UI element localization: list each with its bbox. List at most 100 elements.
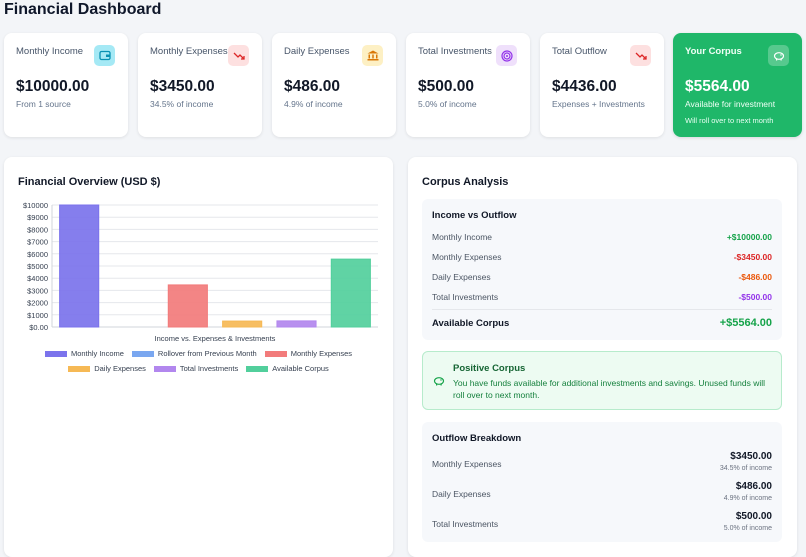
box-title: Income vs Outflow	[432, 210, 517, 221]
trending-down-icon	[630, 45, 651, 66]
card-value: $500.00	[418, 78, 475, 95]
bar-daily-expenses	[222, 320, 263, 328]
legend-row: Monthly Income Rollover from Previous Mon…	[4, 349, 393, 358]
row-value: -$486.00	[738, 272, 772, 282]
row-value: -$3450.00	[733, 252, 772, 262]
legend-label: Daily Expenses	[94, 364, 146, 373]
row-label: Monthly Income	[432, 232, 492, 242]
card-subtitle: From 1 source	[16, 99, 71, 109]
trending-down-icon	[228, 45, 249, 66]
card-monthly-expenses[interactable]: Monthly Expenses $3450.00 34.5% of incom…	[138, 33, 262, 137]
y-tick-label: $7000	[27, 238, 48, 247]
card-subtitle: 4.9% of income	[284, 99, 343, 109]
corpus-analysis-panel: Corpus Analysis Income vs Outflow Monthl…	[408, 157, 797, 557]
notice-title: Positive Corpus	[453, 363, 526, 374]
y-tick-label: $1000	[27, 311, 48, 320]
card-subtitle: 5.0% of income	[418, 99, 477, 109]
target-icon	[496, 45, 517, 66]
bank-icon	[362, 45, 383, 66]
legend-swatch	[44, 350, 67, 357]
card-value: $10000.00	[16, 78, 90, 95]
legend-item[interactable]: Total Investments	[153, 364, 239, 373]
legend-swatch	[68, 365, 91, 372]
bar-total-investments	[276, 320, 317, 328]
card-daily-expenses[interactable]: Daily Expenses $486.00 4.9% of income	[272, 33, 396, 137]
wallet-icon	[94, 45, 115, 66]
card-total-investments[interactable]: Total Investments $500.00 5.0% of income	[406, 33, 530, 137]
row-percent: 34.5% of income	[719, 465, 772, 472]
y-tick-label: $8000	[27, 225, 48, 234]
card-value: $4436.00	[552, 78, 617, 95]
card-title: Daily Expenses	[284, 46, 350, 57]
row-label: Total Investments	[432, 519, 499, 529]
bar-monthly-income	[59, 204, 100, 328]
card-title: Total Investments	[418, 46, 492, 57]
legend-row: Daily Expenses Total Investments Available…	[4, 364, 393, 373]
daily-expenses-row: Daily Expenses -$486.00	[432, 267, 772, 287]
card-title: Monthly Expenses	[150, 46, 228, 57]
legend-item[interactable]: Rollover from Previous Month	[131, 349, 257, 358]
box-title: Outflow Breakdown	[432, 433, 522, 444]
income-vs-outflow-box: Income vs Outflow Monthly Income +$10000…	[422, 199, 782, 340]
y-tick-label: $0.00	[29, 323, 48, 332]
row-percent: 5.0% of income	[723, 525, 772, 532]
legend-label: Rollover from Previous Month	[157, 349, 257, 358]
y-tick-label: $4000	[27, 274, 48, 283]
card-title: Your Corpus	[685, 46, 742, 57]
positive-corpus-notice: Positive Corpus You have funds available…	[422, 351, 782, 410]
card-subtitle: Expenses + Investments	[552, 99, 645, 109]
summary-cards: Monthly Income $10000.00 From 1 source M…	[4, 33, 802, 138]
legend-label: Available Corpus	[272, 364, 329, 373]
financial-overview-panel: Financial Overview (USD $) $0.00 $1000 $20…	[4, 157, 393, 557]
row-amount: $500.00	[735, 511, 772, 522]
row-label: Daily Expenses	[432, 489, 491, 499]
row-label: Monthly Expenses	[432, 459, 502, 469]
card-total-outflow[interactable]: Total Outflow $4436.00 Expenses + Invest…	[540, 33, 664, 137]
y-tick-label: $5000	[27, 262, 48, 271]
y-tick-label: $6000	[27, 250, 48, 259]
row-value: -$500.00	[738, 292, 772, 302]
income-row: Monthly Income +$10000.00	[432, 227, 772, 247]
outflow-breakdown-box: Outflow Breakdown Monthly Expenses $3450…	[422, 422, 782, 542]
breakdown-row-daily-expenses: Daily Expenses $486.00 4.9% of income	[432, 481, 772, 509]
card-title: Total Outflow	[552, 46, 607, 57]
card-value: $486.00	[284, 78, 341, 95]
legend-swatch	[131, 350, 154, 357]
legend-item[interactable]: Monthly Expenses	[264, 349, 352, 358]
card-note: Will roll over to next month	[685, 116, 774, 125]
row-label: Available Corpus	[432, 317, 510, 329]
legend-label: Total Investments	[179, 364, 239, 373]
legend-swatch	[264, 350, 287, 357]
card-subtitle: 34.5% of income	[150, 99, 214, 109]
legend-label: Monthly Income	[70, 349, 124, 358]
monthly-expenses-row: Monthly Expenses -$3450.00	[432, 247, 772, 267]
investments-row: Total Investments -$500.00	[432, 287, 772, 307]
card-title: Monthly Income	[16, 46, 84, 57]
available-corpus-row: Available Corpus +$5564.00	[432, 309, 772, 336]
page-title: Financial Dashboard	[4, 1, 162, 18]
bar-monthly-expenses	[167, 284, 208, 328]
chart-legend: Monthly Income Rollover from Previous Mon…	[4, 349, 393, 379]
legend-item[interactable]: Monthly Income	[44, 349, 124, 358]
overview-bar-chart: $0.00 $1000 $2000 $3000 $4000 $5000 $6000 $7000…	[23, 201, 378, 343]
row-label: Daily Expenses	[432, 272, 491, 282]
panel-title: Corpus Analysis	[422, 176, 509, 188]
card-value: $3450.00	[150, 78, 215, 95]
bar-available-corpus	[330, 258, 371, 328]
legend-item[interactable]: Available Corpus	[246, 364, 329, 373]
panel-title: Financial Overview (USD $)	[18, 176, 161, 188]
card-subtitle: Available for investment	[685, 99, 776, 109]
legend-swatch	[153, 365, 176, 372]
breakdown-row-monthly-expenses: Monthly Expenses $3450.00 34.5% of incom…	[432, 451, 772, 479]
piggy-bank-icon	[768, 45, 789, 66]
y-tick-label: $2000	[27, 299, 48, 308]
card-monthly-income[interactable]: Monthly Income $10000.00 From 1 source	[4, 33, 128, 137]
y-tick-label: $3000	[27, 286, 48, 295]
row-label: Total Investments	[432, 292, 499, 302]
row-amount: $3450.00	[730, 451, 772, 462]
legend-item[interactable]: Daily Expenses	[68, 364, 146, 373]
card-your-corpus[interactable]: Your Corpus $5564.00 Available for inves…	[673, 33, 802, 137]
legend-swatch	[246, 365, 269, 372]
piggy-bank-icon	[433, 375, 445, 389]
notice-text: You have funds available for additional …	[453, 378, 766, 400]
